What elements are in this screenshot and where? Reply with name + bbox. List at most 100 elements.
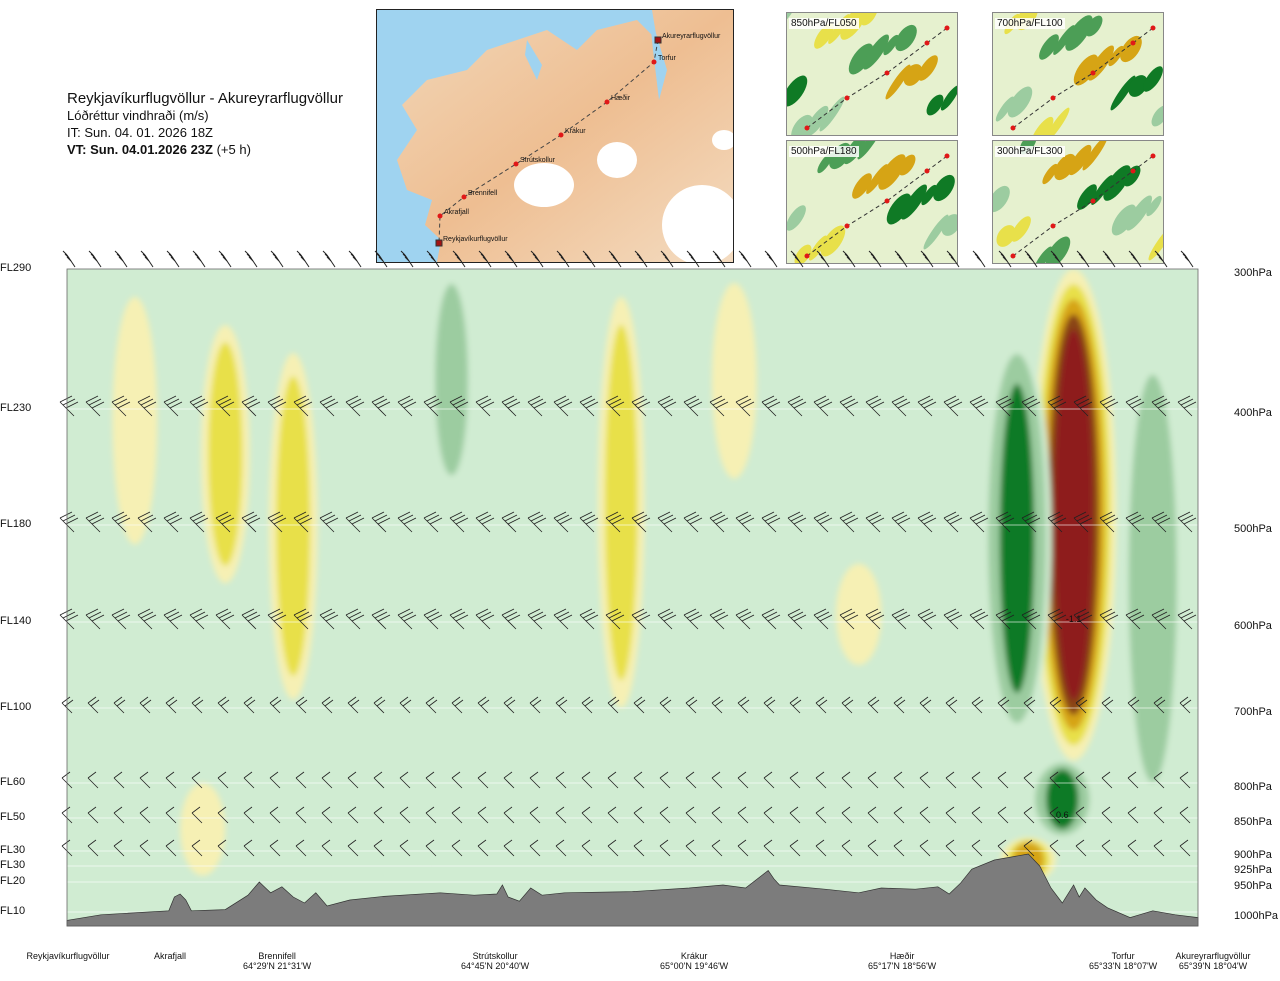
thumb-blob: [918, 55, 938, 81]
wind-barb: [215, 395, 235, 417]
wind-barb: [1049, 806, 1061, 824]
wind-barb: [189, 395, 209, 417]
thumb-blob: [866, 164, 888, 194]
wind-barb: [815, 839, 827, 857]
plot-area: [67, 269, 1198, 926]
wind-barb: [581, 696, 594, 714]
waypoint-label: Krákur 65°00'N 19°46'W: [660, 951, 728, 971]
wind-barb: [995, 395, 1015, 417]
wind-barb: [347, 806, 359, 824]
wind-barb: [217, 806, 229, 824]
wind-barb: [789, 806, 801, 824]
thumb-waypoint: [884, 198, 890, 204]
wind-barb: [111, 511, 131, 533]
wind-barb: [709, 395, 729, 417]
wind-barb: [345, 608, 365, 630]
wind-barb: [215, 511, 235, 533]
wind-barb: [893, 806, 905, 824]
wind-barb: [451, 806, 463, 824]
glacier-3: [662, 185, 733, 262]
wind-barb: [1177, 395, 1197, 417]
thumb-700-label: 700hPa/FL100: [995, 18, 1065, 29]
glacier-4: [712, 130, 733, 150]
wind-barb: [997, 839, 1009, 857]
contour-label: 0.6: [1056, 810, 1069, 820]
wind-barb: [607, 771, 619, 789]
thumb-waypoint: [944, 153, 950, 159]
thumb-blob: [1065, 15, 1093, 51]
title-block: Reykjavíkurflugvöllur - Akureyrarflugvöl…: [67, 90, 343, 158]
thumb-waypoint: [1090, 198, 1096, 204]
flight-level-label: FL180: [0, 518, 32, 530]
wind-barb: [607, 696, 620, 714]
thumb-blob: [878, 154, 906, 190]
wind-contour: [734, 583, 780, 723]
thumb-blob: [1068, 144, 1092, 176]
flight-level-label: FL50: [0, 811, 26, 823]
thumb-blob: [1110, 75, 1136, 111]
wind-barb: [763, 771, 775, 789]
wind-barb: [1127, 696, 1140, 714]
thumb-blob: [933, 174, 955, 202]
wind-contour: [1045, 769, 1079, 830]
wind-barb: [945, 771, 957, 789]
thumb-300[interactable]: 300hPa/FL300: [992, 140, 1164, 264]
thumb-blob: [903, 64, 923, 86]
wind-barb: [399, 696, 412, 714]
pressure-label: 500hPa: [1234, 523, 1272, 535]
thumb-850[interactable]: 850hPa/FL050: [786, 12, 958, 136]
wind-barb: [373, 806, 385, 824]
wind-barb: [735, 395, 755, 417]
wind-barb: [295, 839, 307, 857]
wind-barb: [1177, 608, 1197, 630]
wind-barb: [423, 395, 443, 417]
wind-barb: [1127, 806, 1139, 824]
wind-barb: [217, 771, 229, 789]
wind-barb: [529, 696, 542, 714]
wind-barb: [347, 771, 359, 789]
wind-barb: [1179, 771, 1191, 789]
wind-barb: [841, 696, 854, 714]
wind-barb: [113, 839, 125, 857]
wind-barb: [1151, 511, 1171, 533]
thumb-blob: [885, 64, 911, 100]
wind-barb: [1073, 511, 1093, 533]
wind-barb: [865, 608, 885, 630]
thumb-route: [806, 155, 948, 257]
map-waypoint-label: Strútskollur: [520, 157, 556, 164]
pressure-label: 300hPa: [1234, 267, 1272, 279]
waypoint-name: Reykjavíkurflugvöllur: [26, 951, 110, 961]
wind-barb: [659, 839, 671, 857]
waypoint-label: Torfur 65°33'N 18°07'W: [1089, 951, 1157, 971]
pressure-label: 800hPa: [1234, 781, 1272, 793]
route-line: Akureyrarflugvöllur Torfur Hæðir Krákur Strú…: [435, 33, 721, 247]
thumb-blob: [995, 96, 1015, 122]
wind-barb: [787, 511, 807, 533]
wind-barb: [215, 608, 235, 630]
wind-contour: [870, 269, 916, 444]
wind-barb: [529, 806, 541, 824]
wind-barb: [683, 608, 703, 630]
wind-barb: [449, 395, 469, 417]
wind-barb: [293, 395, 313, 417]
wind-barb: [87, 839, 99, 857]
wind-barb: [865, 511, 885, 533]
wind-barb: [893, 696, 906, 714]
wind-barb: [712, 250, 726, 268]
wind-barb: [685, 771, 697, 789]
thumb-blob: [1151, 105, 1163, 127]
thumb-700[interactable]: 700hPa/FL100: [992, 12, 1164, 136]
flight-level-label: FL60: [0, 776, 26, 788]
thumb-blob: [1053, 25, 1075, 55]
thumb-500[interactable]: 500hPa/FL180: [786, 140, 958, 264]
wind-barb: [243, 839, 255, 857]
wind-barb: [139, 771, 151, 789]
thumb-blob: [817, 152, 833, 174]
waypoint-label: Reykjavíkurflugvöllur: [27, 951, 110, 961]
waypoint-name: Akureyrarflugvöllur: [1175, 951, 1251, 961]
wind-barb: [425, 839, 437, 857]
wind-barb: [243, 696, 256, 714]
map-waypoint-marker: [461, 194, 467, 200]
wind-barb: [191, 771, 203, 789]
wind-barb: [87, 771, 99, 789]
